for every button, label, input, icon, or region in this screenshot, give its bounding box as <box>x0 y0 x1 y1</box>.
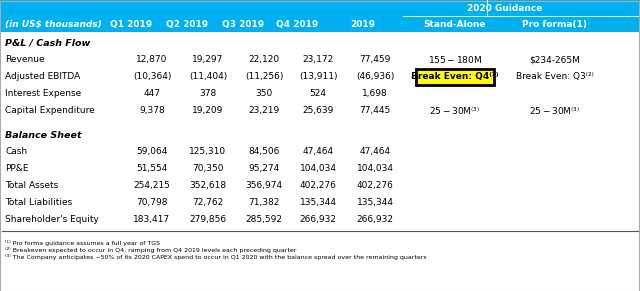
Text: 104,034: 104,034 <box>356 164 394 173</box>
Text: 51,554: 51,554 <box>136 164 168 173</box>
Text: 352,618: 352,618 <box>189 181 227 190</box>
Text: Q3 2019: Q3 2019 <box>222 20 264 29</box>
Bar <box>416 68 494 84</box>
Text: 47,464: 47,464 <box>360 147 390 156</box>
Bar <box>0 0 640 32</box>
Text: 47,464: 47,464 <box>303 147 333 156</box>
Text: 9,378: 9,378 <box>139 106 165 115</box>
Text: Q2 2019: Q2 2019 <box>166 20 208 29</box>
Text: 2019: 2019 <box>350 20 375 29</box>
Text: Capital Expenditure: Capital Expenditure <box>5 106 95 115</box>
Text: 279,856: 279,856 <box>189 215 227 224</box>
Text: ⁽²⁾ Breakeven expected to occur in Q4, ramping from Q4 2019 levels each precedin: ⁽²⁾ Breakeven expected to occur in Q4, r… <box>5 247 296 253</box>
Text: 23,219: 23,219 <box>248 106 280 115</box>
Text: 59,064: 59,064 <box>136 147 168 156</box>
Text: Adjusted EBITDA: Adjusted EBITDA <box>5 72 80 81</box>
Text: Balance Sheet: Balance Sheet <box>5 130 81 139</box>
Text: (11,256): (11,256) <box>245 72 283 81</box>
Text: Stand-Alone: Stand-Alone <box>424 20 486 29</box>
Text: Revenue: Revenue <box>5 55 45 64</box>
Text: Break Even: Q4⁽²⁾: Break Even: Q4⁽²⁾ <box>412 72 499 81</box>
Text: 402,276: 402,276 <box>300 181 337 190</box>
Text: Interest Expense: Interest Expense <box>5 89 81 98</box>
Text: 12,870: 12,870 <box>136 55 168 64</box>
Text: $25-$30M⁽³⁾: $25-$30M⁽³⁾ <box>429 105 481 116</box>
Text: Pro forma(1): Pro forma(1) <box>522 20 588 29</box>
Text: $234-265M: $234-265M <box>529 55 580 64</box>
Text: 524: 524 <box>310 89 326 98</box>
Text: 1,698: 1,698 <box>362 89 388 98</box>
Text: (46,936): (46,936) <box>356 72 394 81</box>
Text: (in US$ thousands): (in US$ thousands) <box>5 20 102 29</box>
Text: 72,762: 72,762 <box>193 198 223 207</box>
Text: 77,459: 77,459 <box>359 55 390 64</box>
Text: 266,932: 266,932 <box>356 215 394 224</box>
Text: 104,034: 104,034 <box>300 164 337 173</box>
Text: 402,276: 402,276 <box>356 181 394 190</box>
Text: Cash: Cash <box>5 147 27 156</box>
Text: Total Liabilities: Total Liabilities <box>5 198 72 207</box>
Text: 70,798: 70,798 <box>136 198 168 207</box>
Text: 22,120: 22,120 <box>248 55 280 64</box>
Text: 285,592: 285,592 <box>246 215 282 224</box>
Text: (13,911): (13,911) <box>299 72 337 81</box>
Text: Shareholder's Equity: Shareholder's Equity <box>5 215 99 224</box>
Text: 84,506: 84,506 <box>248 147 280 156</box>
Text: 125,310: 125,310 <box>189 147 227 156</box>
Text: PP&E: PP&E <box>5 164 29 173</box>
Text: Break Even: Q4⁽²⁾: Break Even: Q4⁽²⁾ <box>416 72 494 81</box>
Text: 23,172: 23,172 <box>302 55 333 64</box>
Text: Q4 2019: Q4 2019 <box>276 20 318 29</box>
Text: 95,274: 95,274 <box>248 164 280 173</box>
Text: 25,639: 25,639 <box>302 106 333 115</box>
Text: Break Even: Q3⁽²⁾: Break Even: Q3⁽²⁾ <box>516 72 594 81</box>
Text: 356,974: 356,974 <box>245 181 283 190</box>
Text: ⁽¹⁾ Pro forma guidance assumes a full year of TGS: ⁽¹⁾ Pro forma guidance assumes a full ye… <box>5 240 160 246</box>
Text: 19,297: 19,297 <box>192 55 224 64</box>
Text: 350: 350 <box>255 89 273 98</box>
Text: 378: 378 <box>200 89 216 98</box>
Text: 183,417: 183,417 <box>133 215 171 224</box>
Text: 2020 Guidance: 2020 Guidance <box>467 4 543 13</box>
Text: (11,404): (11,404) <box>189 72 227 81</box>
Text: 135,344: 135,344 <box>300 198 337 207</box>
Text: 254,215: 254,215 <box>134 181 170 190</box>
Text: Total Assets: Total Assets <box>5 181 58 190</box>
Text: 266,932: 266,932 <box>300 215 337 224</box>
Text: Q1 2019: Q1 2019 <box>110 20 152 29</box>
Text: (10,364): (10,364) <box>133 72 171 81</box>
Text: 135,344: 135,344 <box>356 198 394 207</box>
Text: 71,382: 71,382 <box>248 198 280 207</box>
Text: 70,350: 70,350 <box>192 164 224 173</box>
Text: 77,445: 77,445 <box>360 106 390 115</box>
Text: 447: 447 <box>143 89 161 98</box>
Text: 19,209: 19,209 <box>192 106 224 115</box>
Text: ⁽³⁾ The Company anticipates ~50% of its 2020 CAPEX spend to occur in Q1 2020 wit: ⁽³⁾ The Company anticipates ~50% of its … <box>5 254 427 260</box>
Text: $25-$30M⁽³⁾: $25-$30M⁽³⁾ <box>529 105 580 116</box>
Text: P&L / Cash Flow: P&L / Cash Flow <box>5 38 90 47</box>
Text: $155-$180M: $155-$180M <box>428 54 482 65</box>
